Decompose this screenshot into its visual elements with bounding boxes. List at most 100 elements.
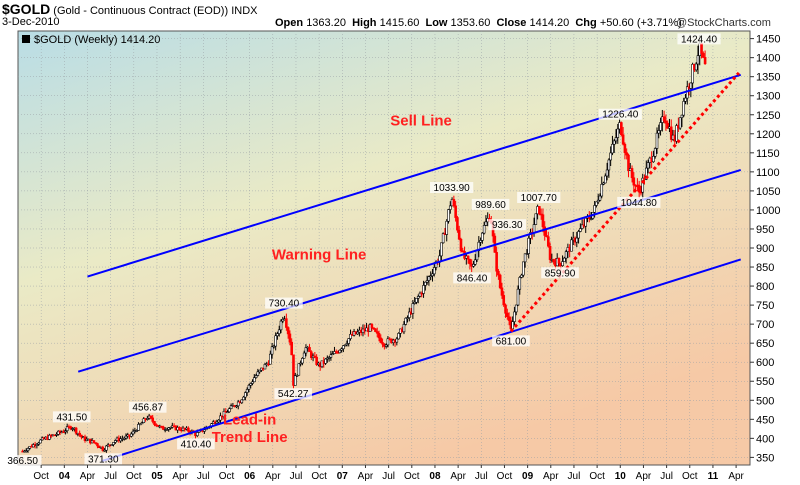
candle-body: [290, 341, 293, 356]
x-tick-label: Apr: [358, 471, 374, 482]
candle-body: [379, 337, 383, 343]
candle-body: [74, 427, 78, 434]
candle-body: [160, 425, 163, 428]
candle-body: [252, 377, 256, 383]
annotation-label: Lead-in: [223, 412, 276, 429]
candle-body: [669, 126, 673, 140]
candle-body: [356, 331, 359, 335]
candle-body: [165, 429, 169, 431]
candle-body: [146, 418, 149, 420]
candle-body: [48, 434, 51, 440]
lower-channel-line: [101, 258, 742, 463]
candle-body: [240, 399, 244, 404]
candle-body: [432, 267, 436, 275]
chart-date: 3-Dec-2010: [2, 16, 60, 28]
candle-body: [236, 401, 240, 407]
upper-channel-line: [87, 73, 742, 278]
candle-body: [659, 122, 662, 131]
description: (Gold - Continuous Contract (EOD)): [53, 5, 229, 17]
price-label-bg: [453, 272, 491, 284]
price-label: 1424.40: [681, 34, 718, 45]
candle-body: [468, 258, 472, 265]
candle-body: [577, 231, 580, 239]
candle-body: [343, 344, 347, 347]
x-tick-label: 11: [708, 471, 719, 482]
candle-body: [557, 258, 561, 264]
candle-body: [447, 209, 450, 222]
price-label: 1033.90: [434, 183, 471, 194]
candle-body: [299, 362, 302, 365]
candle-body: [411, 303, 415, 314]
candle-body: [402, 324, 406, 333]
candle-body: [24, 450, 28, 452]
candle-body: [675, 125, 678, 142]
candle-body: [595, 201, 598, 206]
candle-body: [630, 168, 634, 179]
x-tick-label: 04: [59, 471, 71, 482]
candle-body: [113, 440, 117, 443]
candle-body: [418, 292, 422, 297]
x-tick-label: Jul: [660, 471, 673, 482]
candle-body: [229, 405, 233, 409]
candle-body: [431, 273, 434, 277]
price-label: 410.40: [181, 439, 212, 450]
candle-body: [596, 199, 600, 203]
candle-body: [142, 418, 146, 423]
candle-body: [703, 57, 707, 65]
candle-body: [497, 270, 500, 276]
candle-body: [384, 344, 388, 347]
candle-body: [694, 63, 698, 71]
candle-body: [448, 205, 452, 210]
y-tick-label: 1250: [756, 110, 780, 122]
candle-body: [381, 342, 384, 345]
candle-body: [625, 152, 628, 156]
candle-body: [254, 375, 258, 378]
candle-body: [422, 285, 425, 294]
candle-body: [37, 442, 40, 445]
y-tick-label: 650: [756, 338, 774, 350]
high-label: High: [352, 17, 377, 29]
x-tick-label: Jul: [568, 471, 581, 482]
candle-body: [552, 259, 555, 263]
candle-body: [313, 355, 317, 358]
x-tick-label: Oct: [126, 471, 142, 482]
price-label-bg: [265, 297, 303, 309]
candle-body: [543, 226, 547, 236]
symbol: $GOLD: [2, 1, 51, 17]
candle-body: [397, 333, 400, 340]
candle-body: [484, 221, 488, 226]
candle-body: [561, 261, 564, 267]
grid: [18, 31, 750, 465]
legend-text: $GOLD (Weekly) 1414.20: [34, 34, 160, 46]
candle-body: [684, 97, 687, 102]
candle-body: [263, 364, 267, 370]
candle-body: [534, 213, 538, 225]
x-tick-label: Apr: [636, 471, 652, 482]
price-label-bg: [84, 453, 123, 465]
price-label: 730.40: [269, 299, 300, 310]
candle-body: [272, 345, 276, 348]
candle-body: [459, 238, 463, 252]
candle-body: [479, 240, 482, 243]
y-tick-label: 1300: [756, 91, 780, 103]
candle-body: [124, 435, 128, 439]
candle-body: [441, 233, 445, 244]
x-tick-label: Oct: [404, 471, 420, 482]
candle-body: [620, 122, 623, 136]
candle-body: [83, 436, 87, 441]
candle-body: [372, 327, 375, 330]
candle-body: [404, 317, 408, 325]
x-tick-label: Jul: [382, 471, 395, 482]
y-tick-label: 700: [756, 319, 774, 331]
candle-body: [538, 206, 541, 215]
candle-body: [575, 237, 579, 243]
price-labels: 366.50 431.50 371.30 456.87 410.40 730.40 542.…: [3, 33, 721, 467]
candle-body: [498, 274, 502, 289]
close-label: Close: [496, 17, 527, 29]
y-tick-label: 350: [756, 452, 774, 464]
candle-body: [609, 152, 612, 161]
candle-body: [105, 445, 108, 451]
candle-body: [270, 346, 274, 355]
candle-body: [297, 363, 301, 376]
candle-body: [327, 357, 331, 359]
